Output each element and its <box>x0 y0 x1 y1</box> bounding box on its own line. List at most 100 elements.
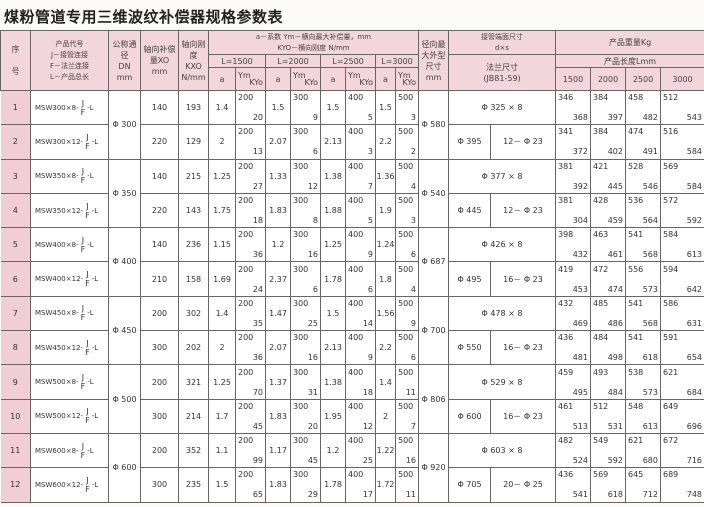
kyo-value: 7 <box>410 421 416 431</box>
ym-value: 500 <box>398 367 414 377</box>
code-suffix: -L <box>87 103 94 112</box>
weight-j: 621 <box>663 367 679 377</box>
lateral-legend-1: a－系数 Ym－横向最大补偿量，mm <box>255 32 372 41</box>
code-prefix: MSW600×12- <box>35 480 84 489</box>
code-f: F <box>85 347 90 357</box>
kyo-value: 35 <box>252 318 263 328</box>
radial-label: 径向最大外型尺寸 <box>421 39 446 71</box>
coefficient-a: 2.07 <box>265 330 291 366</box>
table-row: 4 MSW350×12- J F -L 220 143 1.75 200 18 1.83 300 8 1.… <box>0 192 704 229</box>
code-f: F <box>80 313 86 323</box>
coefficient-a: 1.78 <box>320 261 346 297</box>
header-ym-kyo: Ym KYo <box>235 67 266 91</box>
weight-j: 341 <box>558 127 574 137</box>
weight-cell: 472 474 <box>590 261 626 297</box>
weight-f: 584 <box>686 147 703 157</box>
kyo-value: 3 <box>410 113 416 123</box>
ym-kyo-cell: 400 25 <box>345 432 376 469</box>
code-j: J <box>86 338 89 348</box>
ym-kyo-cell: 500 6 <box>395 330 419 366</box>
axial-stiffness: 143 <box>178 192 209 229</box>
weight-f: 397 <box>607 113 623 123</box>
code-j: J <box>81 235 85 245</box>
product-code: MSW450×12- J F -L <box>30 330 109 366</box>
weight-f: 495 <box>572 387 588 397</box>
axial-compensation: 140 <box>140 158 179 194</box>
flange-outer-diameter: Φ 705 <box>448 467 491 503</box>
weight-f: 432 <box>572 250 588 260</box>
code-f: F <box>80 176 86 186</box>
flange-bolts: 12－ Φ 23 <box>490 124 556 160</box>
ym-kyo-cell: 300 20 <box>290 398 321 434</box>
ym-value: 200 <box>238 230 254 240</box>
weight-cell: 672 716 <box>659 432 704 469</box>
ym-value: 400 <box>348 264 364 274</box>
weight-cell: 484 498 <box>590 330 626 366</box>
weight-j: 645 <box>628 470 644 480</box>
ym-kyo-cell: 400 5 <box>345 192 376 229</box>
header-length-3000: L=3000 <box>375 54 419 68</box>
header-ym-kyo: Ym KYo <box>395 67 419 91</box>
kyo-value: 18 <box>252 216 263 226</box>
weight-cell: 594 642 <box>659 261 704 297</box>
weight-f: 680 <box>642 456 658 466</box>
code-prefix: MSW300×8- <box>35 103 79 112</box>
code-prefix: MSW400×12- <box>35 275 84 284</box>
flange-outer-diameter: Φ 395 <box>448 124 491 160</box>
weight-f: 748 <box>686 490 703 500</box>
weight-j: 461 <box>558 401 574 411</box>
header-kxo: 轴向刚度 KXO N/mm <box>178 30 209 91</box>
weight-f: 304 <box>572 216 588 226</box>
coefficient-a: 1.69 <box>208 261 236 297</box>
ym-value: 400 <box>348 401 364 411</box>
ym-kyo-cell: 200 99 <box>235 432 266 469</box>
ym-value: 500 <box>398 333 414 343</box>
ym-value: 500 <box>398 127 414 137</box>
header-a: a <box>208 67 236 91</box>
ym-kyo-cell: 500 16 <box>395 432 419 469</box>
ym-kyo-cell: 500 3 <box>395 89 419 126</box>
table-header: 序号 产品代号 J－接管连接 F－法兰连接 L－产品总长 公称通径 DN mm 轴向… <box>0 30 704 91</box>
ym-value: 500 <box>398 93 414 103</box>
ym-value: 400 <box>348 470 364 480</box>
table-row: 5 MSW400×8- J F -L Φ 400 140 236 1.15 200 36 1.2 300… <box>0 227 704 297</box>
dn-label: 公称通径 <box>112 39 137 60</box>
nominal-diameter: Φ 500 <box>108 364 141 434</box>
weight-j: 381 <box>558 196 574 206</box>
weight-j: 586 <box>663 298 679 308</box>
ym-value: 200 <box>238 264 254 274</box>
weight-cell: 541 568 <box>625 227 661 263</box>
pipe-end-size: Φ 603 × 8 <box>448 432 556 469</box>
weight-j: 421 <box>593 161 609 171</box>
ym-kyo-cell: 200 70 <box>235 364 266 400</box>
code-f: F <box>80 244 86 254</box>
coefficient-a: 1.25 <box>208 158 236 194</box>
weight-j: 436 <box>558 333 574 343</box>
row-seq: 3 <box>0 158 31 194</box>
weight-f: 459 <box>607 216 623 226</box>
coefficient-a: 1.33 <box>265 158 291 194</box>
kxo-symbol: KXO <box>185 61 202 71</box>
pipe-end-size: Φ 377 × 8 <box>448 158 556 194</box>
pipe-end-size: Φ 478 × 8 <box>448 295 556 332</box>
weight-j: 541 <box>628 230 644 240</box>
axial-compensation: 200 <box>140 432 179 469</box>
weight-cell: 556 573 <box>625 261 661 297</box>
weight-f: 613 <box>686 250 703 260</box>
header-weight-length: 2000 <box>590 67 626 91</box>
weight-cell: 463 461 <box>590 227 626 263</box>
ym-value: 500 <box>398 401 414 411</box>
page-title: 煤粉管道专用三维波纹补偿器规格参数表 <box>4 8 284 26</box>
weight-j: 548 <box>628 401 644 411</box>
axial-compensation: 140 <box>140 227 179 263</box>
ym-kyo-cell: 200 13 <box>235 124 266 160</box>
axial-compensation: 220 <box>140 124 179 160</box>
ym-value: 300 <box>293 127 309 137</box>
axial-stiffness: 158 <box>178 261 209 297</box>
ym-value: 400 <box>348 196 364 206</box>
weight-cell: 461 513 <box>555 398 591 434</box>
ym-kyo-cell: 200 27 <box>235 158 266 194</box>
kyo-value: 20 <box>307 421 318 431</box>
weight-j: 538 <box>628 367 644 377</box>
